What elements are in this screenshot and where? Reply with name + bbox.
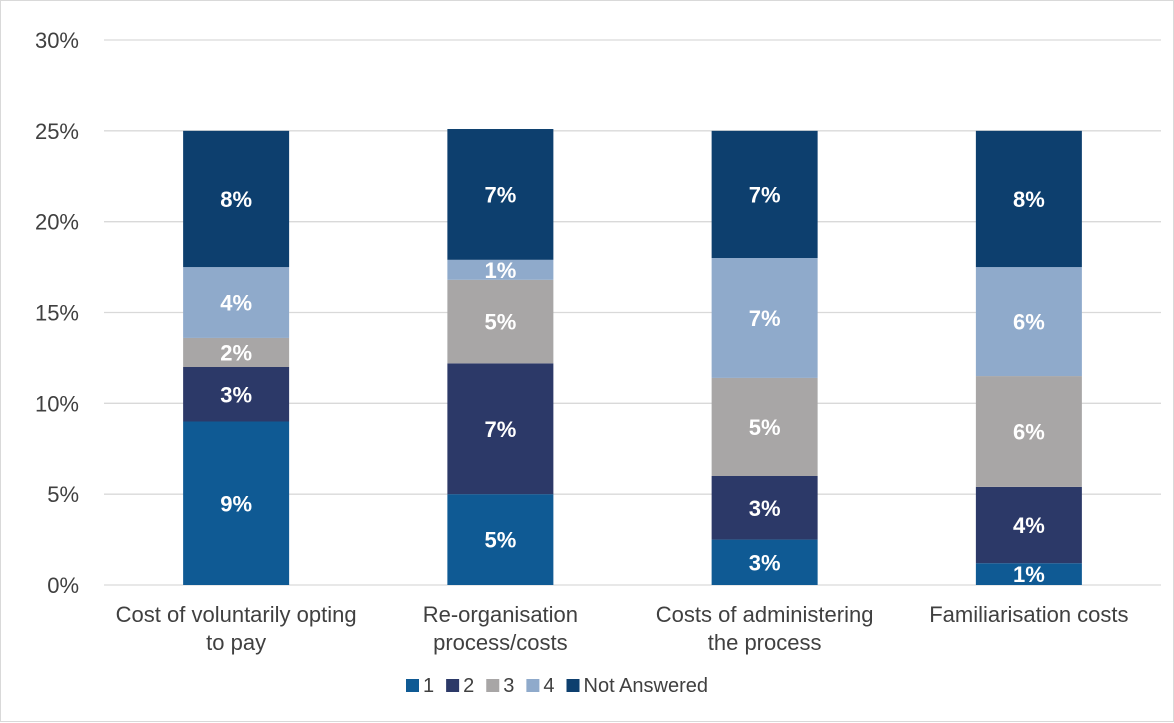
bar-segment (447, 129, 554, 260)
data-label: 8% (220, 187, 252, 212)
x-category-label: Familiarisation costs (929, 602, 1128, 627)
y-tick-label: 10% (35, 391, 79, 416)
x-category-label: the process (708, 630, 822, 655)
data-label: 3% (749, 496, 781, 521)
legend-entry: 2 (463, 675, 474, 697)
bar-segment (975, 486, 1082, 564)
bar-segment (711, 258, 818, 378)
bar-segment (447, 363, 554, 495)
y-tick-label: 25% (35, 119, 79, 144)
bar-segment (975, 130, 1082, 268)
legend-swatch (526, 679, 540, 692)
data-label: 5% (749, 415, 781, 440)
legend-swatch (446, 679, 460, 692)
bar-segment (183, 367, 290, 422)
x-category-label: Cost of voluntarily opting (116, 602, 357, 627)
legend-entry: Not Answered (584, 675, 709, 697)
bar-segment (447, 494, 554, 585)
bar-segment (975, 563, 1082, 585)
bar-segment (975, 267, 1082, 377)
bar-segment (183, 267, 290, 338)
data-label: 6% (1013, 310, 1045, 335)
legend-swatch (486, 679, 500, 692)
bar-segment (183, 337, 290, 367)
legend-entry: 4 (543, 675, 554, 697)
data-label: 5% (484, 310, 516, 335)
data-label: 2% (220, 340, 252, 365)
legend-swatch (566, 679, 580, 692)
y-tick-label: 30% (35, 28, 79, 53)
data-label: 5% (484, 528, 516, 553)
data-label: 7% (484, 417, 516, 442)
data-label: 4% (1013, 513, 1045, 538)
data-label: 3% (220, 382, 252, 407)
data-label: 6% (1013, 419, 1045, 444)
data-label: 8% (1013, 187, 1045, 212)
data-label: 7% (749, 306, 781, 331)
legend-swatch (406, 679, 419, 692)
legend-entry: 3 (503, 675, 514, 697)
data-label: 9% (220, 491, 252, 516)
legend-entry: 1 (423, 675, 434, 697)
bar-segment (711, 130, 818, 258)
data-label: 4% (220, 291, 252, 316)
data-label: 3% (749, 550, 781, 575)
bar-segment (447, 279, 554, 364)
bar-segment (447, 259, 554, 280)
y-tick-label: 0% (47, 573, 79, 598)
y-tick-label: 15% (35, 301, 79, 326)
data-label: 7% (484, 182, 516, 207)
x-category-label: Re-organisation (423, 602, 578, 627)
x-category-label: process/costs (433, 630, 568, 655)
data-label: 1% (484, 258, 516, 283)
y-tick-label: 20% (35, 210, 79, 235)
bar-segment (711, 377, 818, 476)
bar-segment (183, 130, 290, 268)
data-label: 7% (749, 182, 781, 207)
bar-segment (711, 539, 818, 585)
x-category-label: Costs of administering (656, 602, 874, 627)
data-label: 1% (1013, 562, 1045, 587)
bar-segment (975, 376, 1082, 487)
bar-segment (711, 476, 818, 540)
y-tick-label: 5% (47, 482, 79, 507)
x-category-label: to pay (206, 630, 266, 655)
bar-segment (183, 421, 290, 585)
